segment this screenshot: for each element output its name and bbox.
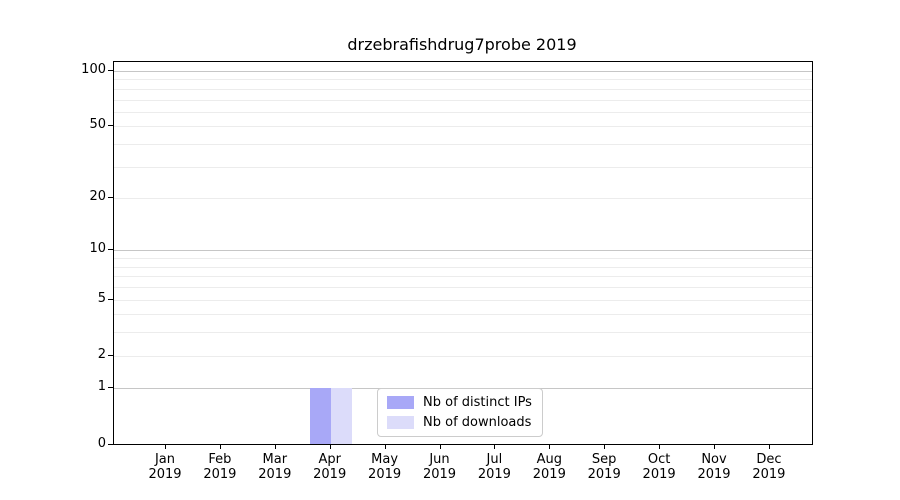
x-tick-mark — [439, 444, 441, 449]
y-tick-label: 100 — [81, 62, 106, 77]
plot-area — [113, 61, 813, 445]
gridline-minor — [114, 126, 812, 128]
legend: Nb of distinct IPs Nb of downloads — [377, 388, 543, 437]
y-tick-mark — [108, 125, 113, 127]
y-tick-mark — [108, 197, 113, 199]
gridline-minor — [114, 198, 812, 200]
x-tick-label: Sep 2019 — [587, 452, 621, 482]
x-tick-label: Jun 2019 — [422, 452, 457, 482]
gridline-minor — [114, 111, 812, 113]
y-tick-label: 50 — [89, 117, 106, 133]
x-tick-label: Aug 2019 — [532, 452, 566, 482]
x-tick-label: Mar 2019 — [258, 452, 292, 482]
y-tick-label: 10 — [89, 241, 106, 257]
gridline-minor — [114, 266, 812, 268]
x-tick-label: Apr 2019 — [313, 452, 347, 482]
x-tick-label: May 2019 — [368, 452, 402, 482]
x-tick-mark — [274, 444, 276, 449]
x-tick-mark — [549, 444, 551, 449]
x-tick-label: Dec 2019 — [752, 452, 786, 482]
gridline-minor — [114, 287, 812, 288]
gridline-major — [114, 71, 812, 72]
legend-swatch-downloads — [387, 416, 414, 429]
gridline-minor — [114, 314, 812, 316]
y-tick-mark — [108, 70, 113, 71]
y-tick-label: 5 — [97, 290, 106, 306]
x-tick-label: Jan 2019 — [148, 452, 182, 482]
x-tick-mark — [329, 444, 331, 449]
chart-title: drzebrafishdrug7probe 2019 — [347, 35, 577, 54]
x-tick-mark — [219, 444, 221, 449]
y-tick-mark — [108, 298, 113, 300]
gridline-minor — [114, 276, 812, 278]
legend-label-distinct-ips: Nb of distinct IPs — [423, 394, 532, 410]
y-tick-label: 20 — [89, 189, 106, 205]
x-tick-label: Oct 2019 — [642, 452, 676, 482]
y-tick-mark — [108, 443, 113, 445]
x-tick-mark — [768, 444, 770, 449]
y-tick-label: 2 — [97, 346, 106, 362]
bar-nb-of-downloads — [330, 388, 352, 444]
x-tick-mark — [659, 444, 661, 449]
y-tick-mark — [108, 249, 113, 251]
gridline-major — [114, 250, 812, 252]
x-tick-label: Jul 2019 — [477, 452, 511, 482]
legend-item-distinct-ips: Nb of distinct IPs — [387, 394, 533, 410]
legend-item-downloads: Nb of downloads — [387, 414, 533, 430]
gridline-minor — [114, 299, 812, 301]
gridline-minor — [114, 166, 812, 168]
gridline-minor — [114, 332, 812, 334]
legend-label-downloads: Nb of downloads — [423, 414, 532, 430]
x-tick-label: Feb 2019 — [203, 452, 237, 482]
legend-swatch-distinct-ips — [387, 396, 414, 409]
x-tick-mark — [604, 444, 606, 449]
gridline-minor — [114, 79, 812, 81]
gridline-minor — [114, 144, 812, 145]
y-tick-label: 1 — [97, 379, 106, 395]
x-tick-mark — [714, 444, 715, 449]
x-tick-mark — [494, 444, 496, 449]
y-tick-label: 0 — [97, 435, 106, 451]
bar-nb-of-distinct-ips — [309, 388, 331, 444]
x-tick-mark — [384, 444, 386, 449]
y-tick-mark — [108, 354, 113, 356]
x-tick-label: Nov 2019 — [697, 452, 731, 482]
y-tick-mark — [108, 387, 113, 389]
gridline-minor — [114, 258, 812, 260]
x-tick-mark — [165, 444, 166, 449]
gridline-minor — [114, 99, 812, 101]
gridline-minor — [114, 88, 812, 90]
gridline-minor — [114, 355, 812, 357]
